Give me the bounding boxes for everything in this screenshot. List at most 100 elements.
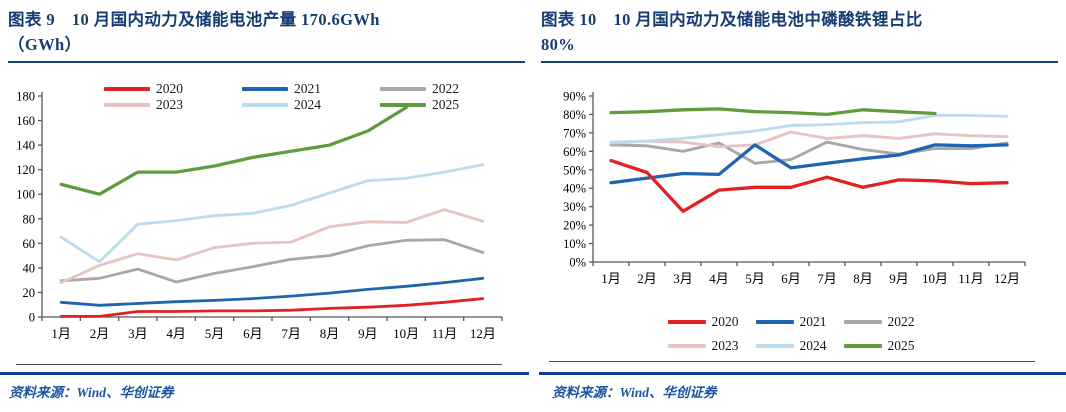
figure-9-title-rule [8, 61, 525, 63]
sources-footer: 资料来源：Wind、华创证券 资料来源：Wind、华创证券 [0, 372, 1066, 401]
svg-text:12月: 12月 [994, 271, 1020, 286]
figure-9-title: 图表 9 10 月国内动力及储能电池产量 170.6GWh （GWh） [0, 0, 533, 60]
svg-text:7月: 7月 [817, 271, 837, 286]
svg-text:2月: 2月 [90, 326, 110, 341]
legend-swatch-2024 [242, 102, 288, 107]
figure-10-footer-rule [539, 372, 1066, 375]
series-line-2020 [59, 297, 485, 318]
legend-item-2020: 2020 [667, 314, 756, 329]
legend-item-2023: 2023 [104, 97, 242, 112]
legend-item-2022: 2022 [380, 81, 518, 96]
svg-text:1月: 1月 [601, 271, 621, 286]
legend-item-2024: 2024 [242, 97, 380, 112]
panel-figure-10: 图表 10 10 月国内动力及储能电池中磷酸铁锂占比 80% 0% 10% 20% 3… [533, 0, 1066, 370]
svg-text:0: 0 [29, 311, 35, 325]
legend-item-2020: 2020 [104, 81, 242, 96]
svg-text:6月: 6月 [781, 271, 801, 286]
svg-text:8月: 8月 [320, 326, 340, 341]
svg-text:30%: 30% [563, 200, 586, 214]
legend-swatch-2025 [380, 102, 426, 107]
svg-text:80: 80 [23, 212, 36, 226]
svg-text:4月: 4月 [709, 271, 729, 286]
svg-text:120: 120 [16, 163, 35, 177]
legend-label-2025: 2025 [432, 97, 459, 112]
legend-label-2021: 2021 [799, 314, 827, 329]
figure-9-footer-rule [0, 372, 529, 375]
legend-label-2020: 2020 [711, 314, 739, 329]
svg-text:11月: 11月 [958, 271, 984, 286]
svg-text:7月: 7月 [281, 326, 301, 341]
svg-text:9月: 9月 [358, 326, 378, 341]
line-chart-svg: 0 20 40 60 80 100 120 140 160 180 1月 2月 3月 4月 5月 6月 7月 8月… [16, 90, 503, 341]
svg-text:10月: 10月 [393, 326, 419, 341]
legend-label-2024: 2024 [294, 97, 321, 112]
figure-9-title-line2: （GWh） [8, 35, 82, 54]
legend-label-2022: 2022 [432, 81, 459, 96]
legend-swatch-2023 [104, 102, 150, 107]
svg-text:12月: 12月 [470, 326, 496, 341]
legend-swatch-2022 [380, 86, 426, 91]
figure-9-footer: 资料来源：Wind、华创证券 [0, 372, 533, 401]
series-line-2021 [59, 276, 485, 307]
figure-10-title: 图表 10 10 月国内动力及储能电池中磷酸铁锂占比 80% [533, 0, 1066, 60]
svg-text:40%: 40% [563, 182, 586, 196]
svg-text:180: 180 [16, 90, 35, 104]
series-line-2022 [609, 140, 1009, 165]
svg-text:11月: 11月 [432, 326, 458, 341]
series-line-2023 [59, 208, 485, 285]
figure-10-title-line1: 图表 10 10 月国内动力及储能电池中磷酸铁锂占比 [541, 10, 923, 29]
series-line-2021 [609, 143, 1009, 185]
legend-item-2021: 2021 [242, 81, 380, 96]
figure-9-legend: 2020 2021 2022 2023 2024 2025 [104, 81, 518, 112]
legend-label-2024: 2024 [799, 338, 827, 353]
series-line-2025 [59, 105, 408, 196]
figure-10-footer: 资料来源：Wind、华创证券 [533, 372, 1066, 401]
figure-panels: 图表 9 10 月国内动力及储能电池产量 170.6GWh （GWh） 0 20 4… [0, 0, 1066, 370]
svg-text:60: 60 [23, 237, 36, 251]
figure-9-title-line1: 图表 9 10 月国内动力及储能电池产量 170.6GWh [8, 10, 380, 29]
figure-10-source: 资料来源：Wind、华创证券 [552, 385, 717, 400]
legend-item-2023: 2023 [667, 338, 756, 353]
line-chart-svg: 0% 10% 20% 30% 40% 50% 60% 70% 80% 90% 1月 2月 3月 4月 5月 6… [563, 90, 1026, 286]
svg-text:100: 100 [16, 188, 35, 202]
svg-text:10月: 10月 [922, 271, 948, 286]
series-line-2022 [59, 238, 485, 284]
svg-text:20%: 20% [563, 219, 586, 233]
svg-text:2月: 2月 [637, 271, 657, 286]
svg-text:9月: 9月 [889, 271, 909, 286]
legend-swatch-2021 [242, 86, 288, 91]
svg-text:1月: 1月 [51, 326, 71, 341]
panel-figure-9: 图表 9 10 月国内动力及储能电池产量 170.6GWh （GWh） 0 20 4… [0, 0, 533, 370]
svg-text:6月: 6月 [243, 326, 263, 341]
legend-item-2021: 2021 [755, 314, 844, 329]
svg-text:160: 160 [16, 114, 35, 128]
figure-9-source: 资料来源：Wind、华创证券 [9, 385, 174, 400]
svg-text:70%: 70% [563, 126, 586, 140]
legend-label-2025: 2025 [887, 338, 915, 353]
figure-9-bottom-border [16, 364, 502, 365]
series-line-2024 [59, 163, 485, 264]
series-line-2020 [609, 158, 1009, 213]
figure-10-chart-area: 0% 10% 20% 30% 40% 50% 60% 70% 80% 90% 1月 2月 3月 4月 5月 6… [533, 69, 1066, 353]
svg-text:3月: 3月 [673, 271, 693, 286]
svg-text:3月: 3月 [128, 326, 148, 341]
figure-10-legend: 2020 2021 2022 2023 2024 2025 [667, 314, 932, 353]
legend-swatch-2025 [843, 343, 882, 348]
figure-10-line-chart: 0% 10% 20% 30% 40% 50% 60% 70% 80% 90% 1月 2月 3月 4月 5月 6… [533, 69, 1066, 302]
figure-9-chart-area: 0 20 40 60 80 100 120 140 160 180 1月 2月 3月 4月 5月 6月 7月 8月… [0, 69, 533, 362]
legend-swatch-2023 [667, 343, 706, 348]
legend-swatch-2021 [755, 319, 794, 324]
svg-text:80%: 80% [563, 108, 586, 122]
svg-text:0%: 0% [569, 256, 586, 270]
figure-10-title-rule [541, 61, 1058, 63]
series-line-2025 [609, 107, 937, 117]
legend-item-2024: 2024 [755, 338, 844, 353]
figure-10-title-line2: 80% [541, 35, 576, 54]
svg-text:5月: 5月 [745, 271, 765, 286]
svg-text:4月: 4月 [166, 326, 186, 341]
svg-text:8月: 8月 [853, 271, 873, 286]
svg-text:50%: 50% [563, 163, 586, 177]
svg-text:5月: 5月 [205, 326, 225, 341]
legend-swatch-2022 [843, 319, 882, 324]
